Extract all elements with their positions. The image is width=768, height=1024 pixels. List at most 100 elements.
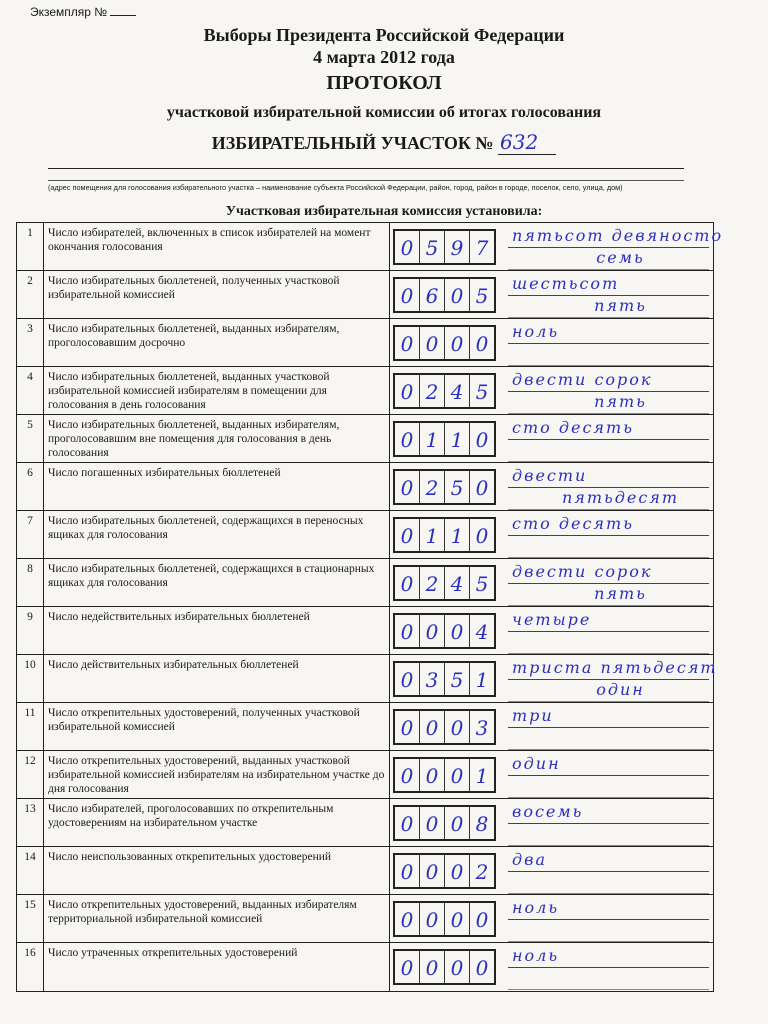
digit-cell: 0 (475, 476, 489, 500)
digit-cell: 0 (445, 279, 470, 311)
words-line (508, 295, 709, 296)
digit-cell: 0 (445, 327, 470, 359)
words-text-1: один (512, 754, 561, 773)
digit-cell: 0 (420, 951, 445, 983)
row-number: 16 (17, 943, 44, 991)
words-line (508, 797, 709, 798)
table-row: 1 Число избирателей, включенных в список… (17, 223, 721, 271)
digit-cell: 0 (445, 615, 470, 647)
table-row: 9 Число недействительных избирательных б… (17, 607, 713, 655)
words-line (508, 749, 709, 750)
title-date: 4 марта 2012 года (313, 47, 455, 67)
established-heading: Участковая избирательная комиссия устано… (225, 204, 543, 219)
digit-cell: 0 (395, 951, 420, 983)
digit-cell: 4 (445, 375, 470, 407)
words-line (508, 583, 709, 584)
digit-cell: 0 (395, 567, 420, 599)
row-label: Число утраченных открепительных удостове… (44, 943, 390, 991)
digit-cell: 0 (395, 903, 420, 935)
words-text-1: два (512, 850, 547, 869)
value-in-words: сто десять (502, 511, 713, 558)
value-in-words: ноль (502, 319, 713, 366)
digit-cell: 3 (475, 716, 489, 740)
table-row: 3 Число избирательных бюллетеней, выданн… (17, 319, 713, 367)
row-number: 15 (17, 895, 44, 942)
words-line (508, 679, 709, 680)
digit-cell: 0 (475, 428, 489, 452)
value-in-words: один (502, 751, 713, 798)
words-line (508, 845, 709, 846)
digit-cell: 0 (420, 615, 445, 647)
digit-cell: 0 (420, 855, 445, 887)
words-line (508, 391, 709, 392)
document-title: Выборы Президента Российской Федерации 4… (0, 24, 768, 68)
words-line (508, 823, 709, 824)
protocol-heading: ПРОТОКОЛ (326, 72, 442, 94)
digit-cell: 2 (420, 567, 445, 599)
digit-cell: 0 (420, 903, 445, 935)
digit-cell: 0 (395, 231, 420, 263)
value-in-words: три (502, 703, 713, 750)
words-line (508, 365, 709, 366)
digit-cell: 1 (420, 519, 445, 551)
words-line (508, 653, 709, 654)
words-line (508, 775, 709, 776)
row-number: 11 (17, 703, 44, 750)
row-label: Число открепительных удостоверений, выда… (44, 895, 390, 942)
precinct-number: 632 (498, 130, 557, 155)
row-number: 2 (17, 271, 44, 318)
words-text-1: восемь (512, 802, 584, 821)
digit-cell: 0 (420, 327, 445, 359)
digit-cell: 3 (420, 663, 445, 695)
words-line (508, 269, 709, 270)
words-line (508, 557, 709, 558)
title-election: Выборы Президента Российской Федерации (203, 25, 565, 45)
value-in-words: триста пятьдесят один (502, 655, 716, 702)
value-in-words: два (502, 847, 713, 894)
words-line (508, 487, 709, 488)
words-text-1: сто десять (512, 514, 634, 533)
table-row: 13 Число избирателей, проголосовавших по… (17, 799, 713, 847)
digit-cell: 5 (445, 471, 470, 503)
words-line (508, 247, 709, 248)
precinct-label: ИЗБИРАТЕЛЬНЫЙ УЧАСТОК № (211, 133, 494, 153)
row-number: 8 (17, 559, 44, 606)
words-line (508, 893, 709, 894)
table-row: 14 Число неиспользованных открепительных… (17, 847, 713, 895)
words-line (508, 701, 709, 702)
table-row: 10 Число действительных избирательных бю… (17, 655, 716, 703)
words-text-1: двести сорок (512, 370, 653, 389)
table-row: 2 Число избирательных бюллетеней, получе… (17, 271, 713, 319)
row-number: 4 (17, 367, 44, 414)
words-line (508, 727, 709, 728)
words-text-1: шестьсот (512, 274, 620, 293)
words-text-2: пять (594, 584, 647, 603)
row-number: 9 (17, 607, 44, 654)
words-text-2: семь (596, 248, 645, 267)
words-text-1: сто десять (512, 418, 634, 437)
digit-cell: 5 (475, 284, 489, 308)
digit-cell: 0 (475, 956, 489, 980)
words-line (508, 439, 709, 440)
copy-number-label: Экземпляр № (30, 4, 137, 19)
digit-cell: 0 (395, 615, 420, 647)
words-line (508, 535, 709, 536)
digit-cell: 0 (475, 908, 489, 932)
words-line (508, 317, 709, 318)
words-text-1: четыре (512, 610, 592, 629)
words-line (508, 941, 709, 942)
digit-cell: 9 (445, 231, 470, 263)
row-label: Число действительных избирательных бюлле… (44, 655, 390, 702)
digit-cell: 6 (420, 279, 445, 311)
digit-cell: 0 (395, 327, 420, 359)
words-line (508, 343, 709, 344)
digit-cell: 0 (445, 951, 470, 983)
